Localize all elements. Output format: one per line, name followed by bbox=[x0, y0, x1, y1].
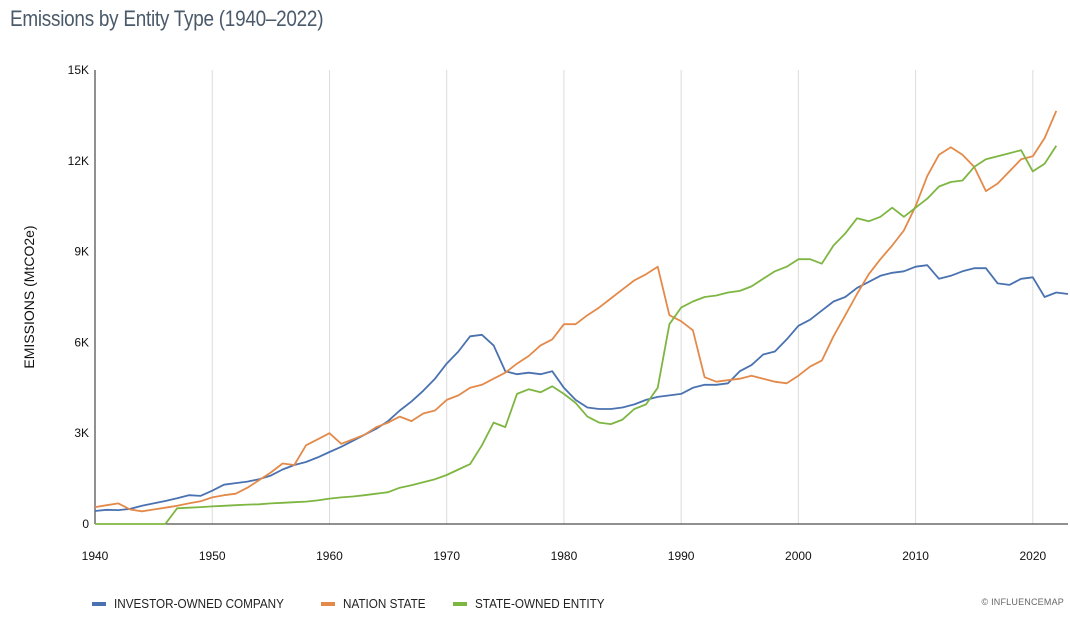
legend-item-investor-owned-company: INVESTOR-OWNED COMPANY bbox=[92, 596, 303, 611]
legend-swatch-state-owned bbox=[452, 601, 467, 606]
series-line-investor-owned-company bbox=[94, 264, 1069, 512]
y-tick-label: 6K bbox=[74, 335, 89, 349]
axes bbox=[94, 70, 1068, 525]
x-tick-label: 1960 bbox=[316, 549, 343, 563]
legend-item-nation-state: NATION STATE bbox=[320, 596, 435, 611]
x-tick-label: 2000 bbox=[785, 549, 812, 563]
x-tick-label: 1940 bbox=[82, 549, 109, 563]
legend-label: STATE-OWNED ENTITY bbox=[474, 596, 605, 611]
legend-swatch-investor bbox=[92, 601, 106, 606]
x-tick-label: 2020 bbox=[1019, 549, 1046, 563]
legend-label: NATION STATE bbox=[342, 596, 426, 611]
grid-lines bbox=[211, 70, 1034, 524]
chart-title: Emissions by Entity Type (1940–2022) bbox=[10, 6, 324, 31]
y-tick-label: 3K bbox=[74, 426, 89, 440]
legend-label: INVESTOR-OWNED COMPANY bbox=[114, 596, 284, 611]
y-tick-label: 15K bbox=[68, 63, 89, 77]
legend-swatch-nation bbox=[320, 601, 335, 606]
x-tick-label: 2010 bbox=[902, 549, 929, 563]
series-lines bbox=[94, 110, 1069, 525]
y-tick-label: 12K bbox=[68, 154, 89, 168]
x-tick-label: 1970 bbox=[433, 549, 460, 563]
series-line-state-owned-entity bbox=[95, 145, 1058, 525]
y-tick-label: 0 bbox=[82, 517, 89, 531]
y-tick-label: 9K bbox=[74, 245, 89, 259]
y-axis-label: EMISSIONS (MtCO2e) bbox=[21, 225, 37, 368]
legend-item-state-owned-entity: STATE-OWNED ENTITY bbox=[452, 596, 619, 611]
series-line-nation-state bbox=[94, 110, 1058, 513]
source-credit: © INFLUENCEMAP bbox=[981, 597, 1064, 607]
x-tick-label: 1990 bbox=[668, 549, 695, 563]
x-tick-label: 1950 bbox=[199, 549, 226, 563]
legend: INVESTOR-OWNED COMPANY NATION STATE STAT… bbox=[92, 596, 618, 611]
x-tick-label: 1980 bbox=[551, 549, 578, 563]
tick-labels: 1940 1950 1960 1970 1980 1990 2000 2010 2020 0 3K 6… bbox=[68, 63, 1047, 563]
